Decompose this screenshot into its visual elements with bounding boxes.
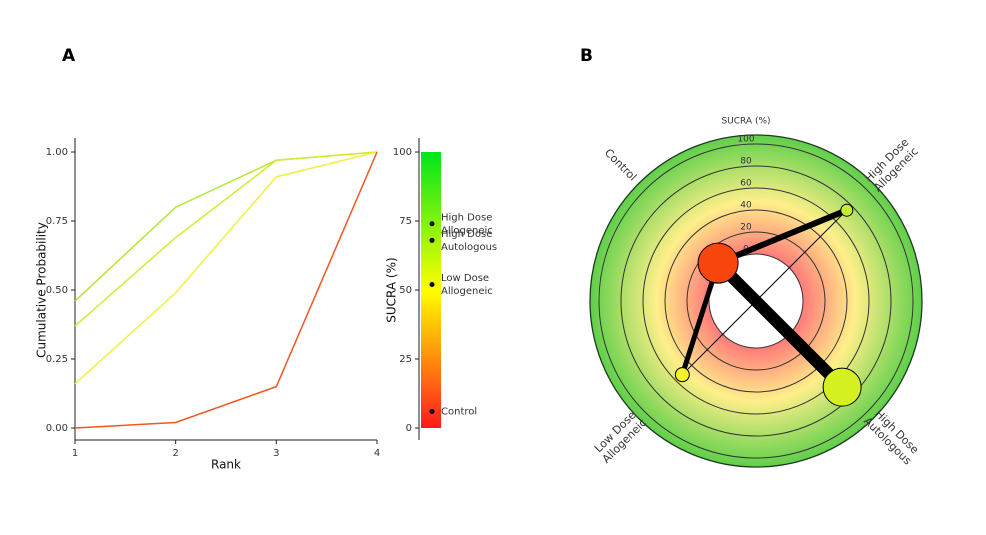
sucra-label: Autologous: [441, 242, 497, 253]
color-bar: [421, 152, 441, 428]
ring: [642, 187, 870, 415]
network-node: [674, 367, 690, 383]
ring-label: 40: [740, 201, 752, 211]
sucra-label: Control: [441, 406, 477, 417]
x-tick-label: 1: [72, 448, 78, 459]
x-tick-label: 2: [172, 448, 178, 459]
ring-label: 100: [737, 135, 754, 145]
x-tick-label: 4: [374, 448, 380, 459]
y-tick-label: 0.00: [46, 423, 68, 434]
line: [74, 151, 378, 302]
sucra-point: [429, 221, 435, 227]
network-node: [822, 367, 862, 407]
network-edge: [716, 207, 848, 266]
y-tick-label: 75: [399, 216, 412, 227]
y-tick-label: 0.25: [46, 354, 68, 365]
x-axis-title: Rank: [211, 458, 241, 472]
y-axis-title: SUCRA (%): [385, 257, 399, 322]
network-edge: [681, 209, 848, 376]
network-node: [840, 203, 854, 217]
network-edge: [713, 258, 847, 392]
line: [74, 151, 378, 327]
sucra-point: [429, 237, 435, 243]
ring-label: 60: [740, 179, 752, 189]
y-tick-label: 0: [406, 423, 412, 434]
sucra-point: [429, 281, 435, 287]
sucra-label: High Dose: [441, 212, 492, 223]
panel-label: A: [62, 46, 76, 66]
sucra-point: [429, 408, 435, 414]
x-tick-label: 3: [273, 448, 279, 459]
y-tick-label: 50: [399, 285, 412, 296]
sucra-label: Allogeneic: [441, 225, 493, 236]
node-label: Control: [602, 146, 639, 183]
line: [74, 151, 378, 385]
y-axis-title: Cumulative Probability: [35, 222, 49, 358]
sucra-label: High Dose: [441, 229, 492, 240]
line: [74, 151, 378, 429]
y-tick-label: 1.00: [46, 147, 68, 158]
y-tick-label: 0.50: [46, 285, 68, 296]
ring-label: 20: [740, 223, 752, 233]
ring: [598, 143, 914, 459]
sucra-label: Allogeneic: [441, 286, 493, 297]
ring: [620, 165, 892, 437]
ring: [664, 209, 848, 393]
panel-label: B: [580, 46, 593, 66]
network-node: [697, 242, 739, 284]
ring: [708, 253, 804, 349]
ring-label: 80: [740, 157, 752, 167]
y-tick-label: 25: [399, 354, 412, 365]
y-tick-label: 0.75: [46, 216, 68, 227]
ring: [686, 231, 826, 371]
y-tick-label: 100: [393, 147, 412, 158]
radial-title: SUCRA (%): [721, 117, 770, 127]
sucra-label: Low Dose: [441, 273, 489, 284]
